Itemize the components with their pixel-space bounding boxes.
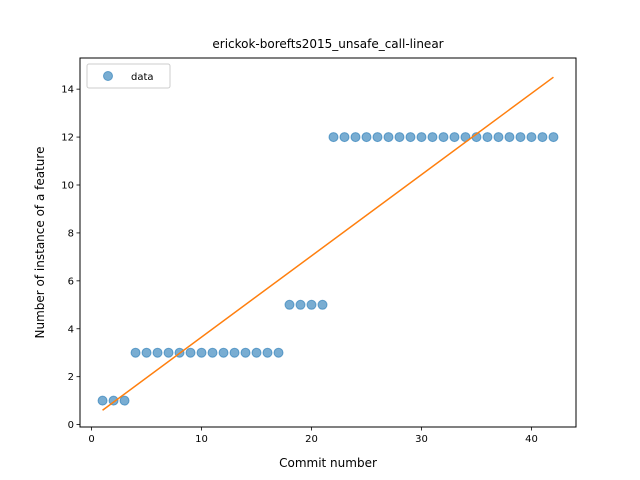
data-point (119, 395, 130, 406)
data-point (427, 132, 438, 143)
data-point (394, 132, 405, 143)
y-tick-label: 10 (61, 180, 74, 191)
data-point (526, 132, 537, 143)
data-point (317, 299, 328, 310)
data-point (163, 347, 174, 358)
data-point (438, 132, 449, 143)
chart-title: erickok-borefts2015_unsafe_call-linear (212, 37, 443, 51)
plot-area (97, 76, 559, 411)
data-point (339, 132, 350, 143)
data-point (251, 347, 262, 358)
data-point (372, 132, 383, 143)
data-point (416, 132, 427, 143)
x-axis-label: Commit number (279, 456, 377, 470)
data-point (218, 347, 229, 358)
y-tick-label: 0 (68, 420, 74, 431)
x-tick-label: 30 (415, 434, 428, 445)
linear-fit-line (102, 76, 554, 411)
data-point (284, 299, 295, 310)
data-point (141, 347, 152, 358)
x-tick-label: 0 (88, 434, 94, 445)
data-point (97, 395, 108, 406)
data-point (262, 347, 273, 358)
data-point (185, 347, 196, 358)
y-tick-label: 12 (61, 133, 74, 144)
data-point (383, 132, 394, 143)
axis-ticks: 0 10 20 30 40 0 2 4 6 8 10 12 14 (61, 85, 538, 445)
data-point (196, 347, 207, 358)
data-point (240, 347, 251, 358)
data-point (350, 132, 361, 143)
axes-frame (79, 57, 577, 428)
legend: data (86, 63, 171, 89)
legend-box (86, 63, 171, 89)
data-point (328, 132, 339, 143)
data-point (548, 132, 559, 143)
x-tick-label: 40 (525, 434, 538, 445)
data-point (405, 132, 416, 143)
data-point (449, 132, 460, 143)
data-point (504, 132, 515, 143)
data-point (229, 347, 240, 358)
data-point (493, 132, 504, 143)
x-tick-label: 10 (195, 434, 208, 445)
data-point (482, 132, 493, 143)
data-point (273, 347, 284, 358)
data-point (306, 299, 317, 310)
data-point (295, 299, 306, 310)
data-point (152, 347, 163, 358)
y-tick-label: 6 (68, 276, 74, 287)
y-tick-label: 8 (68, 228, 74, 239)
y-tick-label: 2 (68, 372, 74, 383)
data-point (207, 347, 218, 358)
x-tick-label: 20 (305, 434, 318, 445)
data-point (130, 347, 141, 358)
data-point (515, 132, 526, 143)
legend-marker-data (103, 71, 113, 81)
data-point (537, 132, 548, 143)
legend-label-data: data (131, 72, 154, 83)
data-point (361, 132, 372, 143)
y-tick-label: 14 (61, 85, 74, 96)
y-tick-label: 4 (68, 324, 74, 335)
y-axis-label: Number of instance of a feature (33, 147, 47, 339)
